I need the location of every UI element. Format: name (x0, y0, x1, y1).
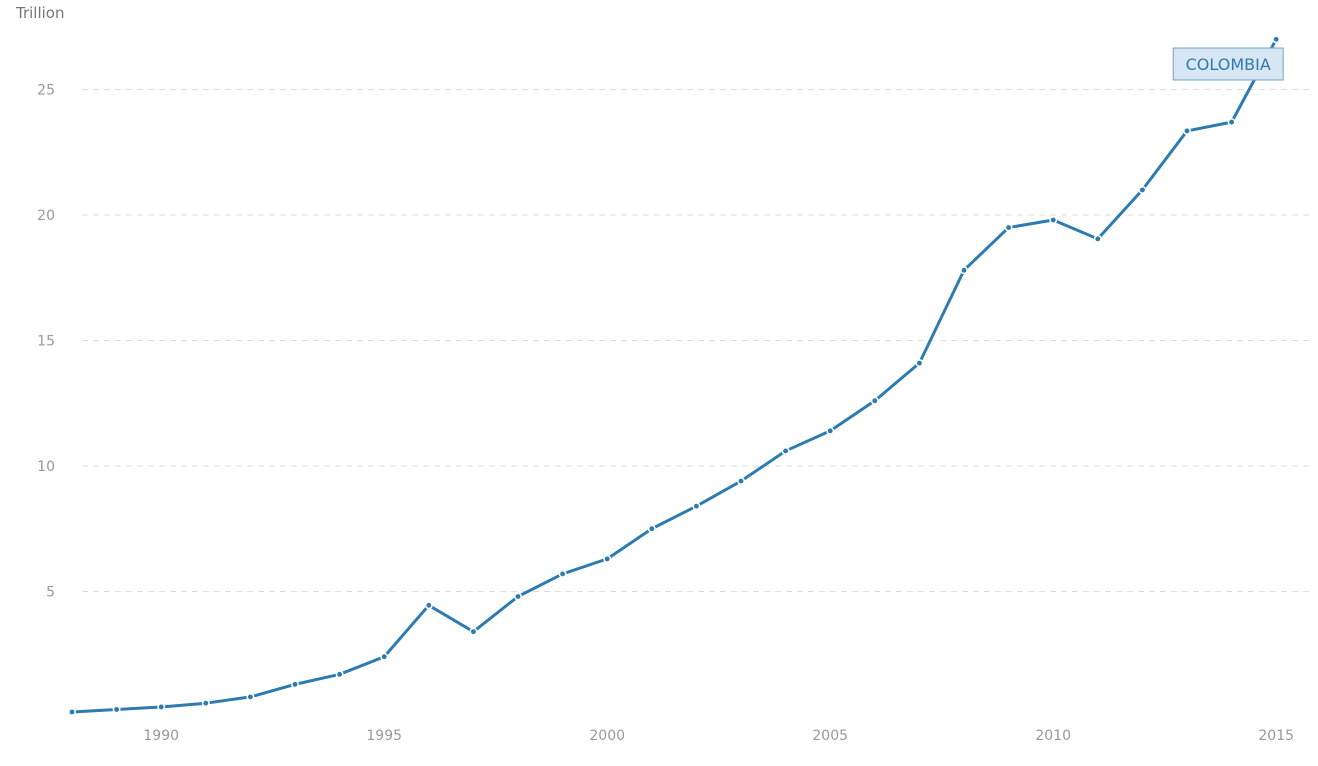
data-point-1990[interactable] (157, 703, 166, 711)
data-point-1997[interactable] (469, 627, 478, 636)
data-point-2015[interactable] (1272, 35, 1281, 44)
y-tick-label-25: 25 (37, 83, 55, 99)
data-point-2005[interactable] (826, 426, 835, 435)
data-point-1992[interactable] (246, 692, 255, 701)
gridlines (82, 89, 1310, 592)
data-point-2008[interactable] (960, 266, 968, 275)
data-point-1991[interactable] (201, 699, 210, 708)
data-point-1994[interactable] (335, 670, 344, 679)
y-tick-label-10: 10 (37, 459, 55, 475)
data-point-2004[interactable] (781, 446, 790, 455)
data-point-1988[interactable] (68, 708, 76, 716)
series-label-group: COLOMBIA (1172, 47, 1284, 81)
y-tick-label-5: 5 (46, 585, 55, 601)
data-point-2014[interactable] (1227, 118, 1236, 127)
series-label: COLOMBIA (1186, 55, 1271, 74)
data-point-2011[interactable] (1093, 234, 1102, 243)
data-point-1993[interactable] (291, 680, 299, 689)
x-axis-ticks: 1990 1995 2000 2005 2010 2015 (143, 728, 1294, 744)
y-axis-ticks: 5 10 15 20 25 (37, 83, 55, 601)
data-point-1996[interactable] (424, 601, 433, 610)
data-point-2001[interactable] (647, 524, 656, 533)
y-tick-label-20: 20 (37, 208, 55, 224)
data-point-2007[interactable] (915, 359, 924, 368)
data-point-1989[interactable] (112, 705, 121, 714)
series-line-colombia (70, 37, 1278, 714)
data-point-2012[interactable] (1138, 185, 1147, 194)
data-point-1999[interactable] (558, 569, 567, 578)
data-point-2010[interactable] (1049, 216, 1058, 224)
x-tick-label-1995: 1995 (366, 728, 402, 744)
data-point-2003[interactable] (737, 477, 745, 486)
x-tick-label-2015: 2015 (1258, 728, 1294, 744)
x-tick-label-2000: 2000 (589, 728, 625, 744)
y-tick-label-15: 15 (37, 334, 55, 350)
data-point-1998[interactable] (514, 592, 522, 601)
y-unit-label: Trillion (15, 4, 64, 22)
series-label-box (1172, 47, 1284, 81)
data-point-2000[interactable] (603, 554, 612, 563)
series-colombia (68, 35, 1281, 716)
x-tick-label-2010: 2010 (1035, 728, 1071, 744)
data-point-2013[interactable] (1183, 126, 1191, 135)
data-point-1995[interactable] (380, 652, 389, 661)
data-point-2002[interactable] (692, 502, 701, 511)
data-point-2009[interactable] (1004, 223, 1013, 232)
x-tick-label-2005: 2005 (812, 728, 848, 744)
data-point-2006[interactable] (870, 396, 879, 405)
x-tick-label-1990: 1990 (143, 728, 179, 744)
